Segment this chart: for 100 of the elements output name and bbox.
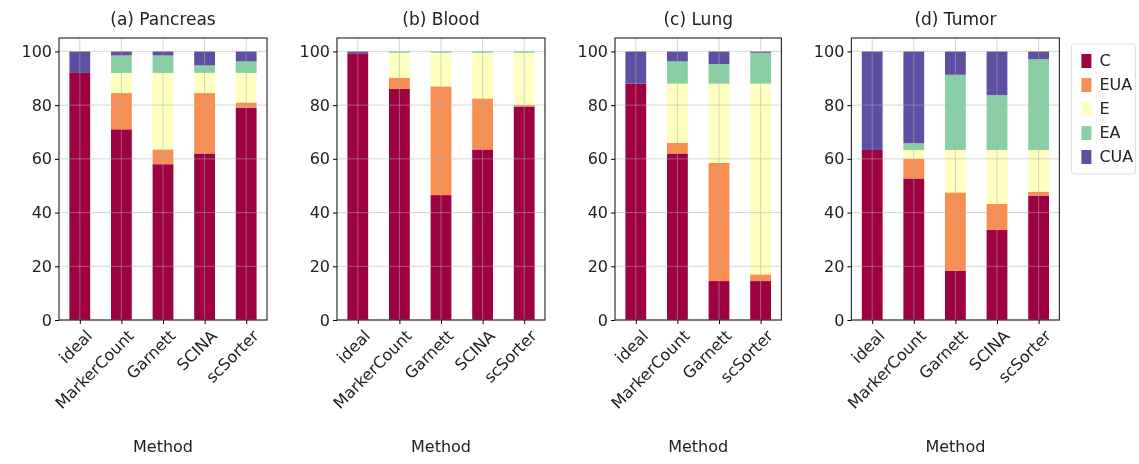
bar	[389, 52, 410, 78]
y-tick-label: 80	[309, 95, 330, 115]
bar	[152, 164, 174, 320]
bar	[750, 83, 771, 275]
bar	[667, 142, 688, 154]
bar	[69, 72, 91, 320]
y-tick-label: 60	[587, 149, 608, 169]
y-tick-label: 0	[597, 310, 608, 330]
legend-label: EUA	[1099, 75, 1133, 94]
bar	[235, 107, 257, 320]
bar	[389, 77, 410, 90]
bar	[152, 55, 174, 73]
legend-label: CUA	[1099, 147, 1134, 166]
bar	[1028, 59, 1049, 150]
bar	[235, 51, 257, 62]
y-tick-label: 20	[31, 256, 52, 276]
bar	[903, 149, 925, 159]
y-tick-label: 0	[41, 310, 52, 330]
bar	[389, 89, 410, 320]
y-tick-label: 100	[299, 42, 330, 62]
bar	[69, 51, 91, 73]
bar	[430, 86, 452, 196]
bar	[708, 51, 730, 65]
legend-label: E	[1099, 99, 1110, 118]
bar	[472, 52, 493, 99]
x-axis-title: Method	[668, 437, 729, 456]
bar	[194, 65, 215, 73]
bar	[945, 192, 966, 271]
bar	[1028, 51, 1049, 60]
bar	[945, 51, 966, 75]
y-tick-label: 80	[587, 95, 608, 115]
bar	[430, 195, 452, 320]
y-tick-label: 20	[309, 256, 330, 276]
bar	[986, 51, 1008, 96]
bar	[152, 51, 174, 56]
x-axis-title: Method	[925, 437, 986, 456]
bar	[235, 102, 257, 108]
y-tick-label: 20	[587, 256, 608, 276]
bar	[861, 149, 883, 320]
y-tick-label: 40	[309, 203, 330, 223]
bar	[513, 106, 535, 320]
bar	[1028, 195, 1049, 320]
bar	[945, 270, 966, 320]
bar	[111, 55, 132, 73]
bar	[861, 51, 883, 150]
x-axis-title: Method	[132, 437, 194, 456]
bar	[903, 143, 925, 150]
bar	[903, 158, 925, 179]
bar	[1028, 149, 1049, 192]
bar	[1028, 191, 1049, 196]
chart-title: (d) Tumor	[914, 9, 997, 29]
bar	[708, 162, 730, 282]
bar	[986, 95, 1008, 150]
y-tick-label: 80	[824, 95, 845, 115]
y-tick-label: 60	[31, 149, 52, 169]
bar	[111, 72, 132, 94]
bar	[111, 51, 132, 56]
bar	[667, 83, 688, 143]
bar	[194, 72, 215, 94]
bar	[750, 274, 771, 282]
bar	[194, 51, 215, 66]
y-tick-label: 0	[319, 310, 330, 330]
bar	[152, 149, 174, 165]
bar	[667, 61, 688, 84]
bar	[513, 52, 535, 106]
bar	[986, 149, 1008, 204]
y-tick-label: 40	[824, 203, 845, 223]
y-tick-label: 0	[834, 310, 845, 330]
bar	[625, 83, 647, 320]
y-tick-label: 60	[824, 149, 845, 169]
bar	[472, 149, 493, 320]
y-tick-label: 100	[21, 42, 52, 62]
bar	[750, 281, 771, 320]
legend-label: C	[1099, 51, 1111, 70]
y-tick-label: 60	[309, 149, 330, 169]
bar	[194, 153, 215, 320]
y-tick-label: 100	[577, 42, 608, 62]
bar	[708, 83, 730, 163]
y-tick-label: 100	[813, 42, 845, 62]
chart-title: (a) Pancreas	[110, 9, 216, 29]
bar	[945, 149, 966, 193]
chart-title: (c) Lung	[663, 9, 733, 29]
x-axis-title: Method	[410, 437, 472, 456]
bar	[903, 51, 925, 144]
y-tick-label: 40	[31, 203, 52, 223]
bar	[194, 93, 215, 154]
bar	[986, 230, 1008, 320]
bar	[111, 93, 132, 130]
bar	[235, 61, 257, 73]
legend-label: EA	[1099, 123, 1121, 142]
bar	[347, 53, 369, 320]
y-tick-label: 20	[824, 256, 845, 276]
bar	[152, 72, 174, 150]
bar	[945, 74, 966, 150]
y-tick-label: 80	[31, 95, 52, 115]
bar	[111, 129, 132, 320]
bar	[708, 64, 730, 84]
bar	[667, 51, 688, 62]
bar	[986, 203, 1008, 231]
bar	[472, 98, 493, 150]
